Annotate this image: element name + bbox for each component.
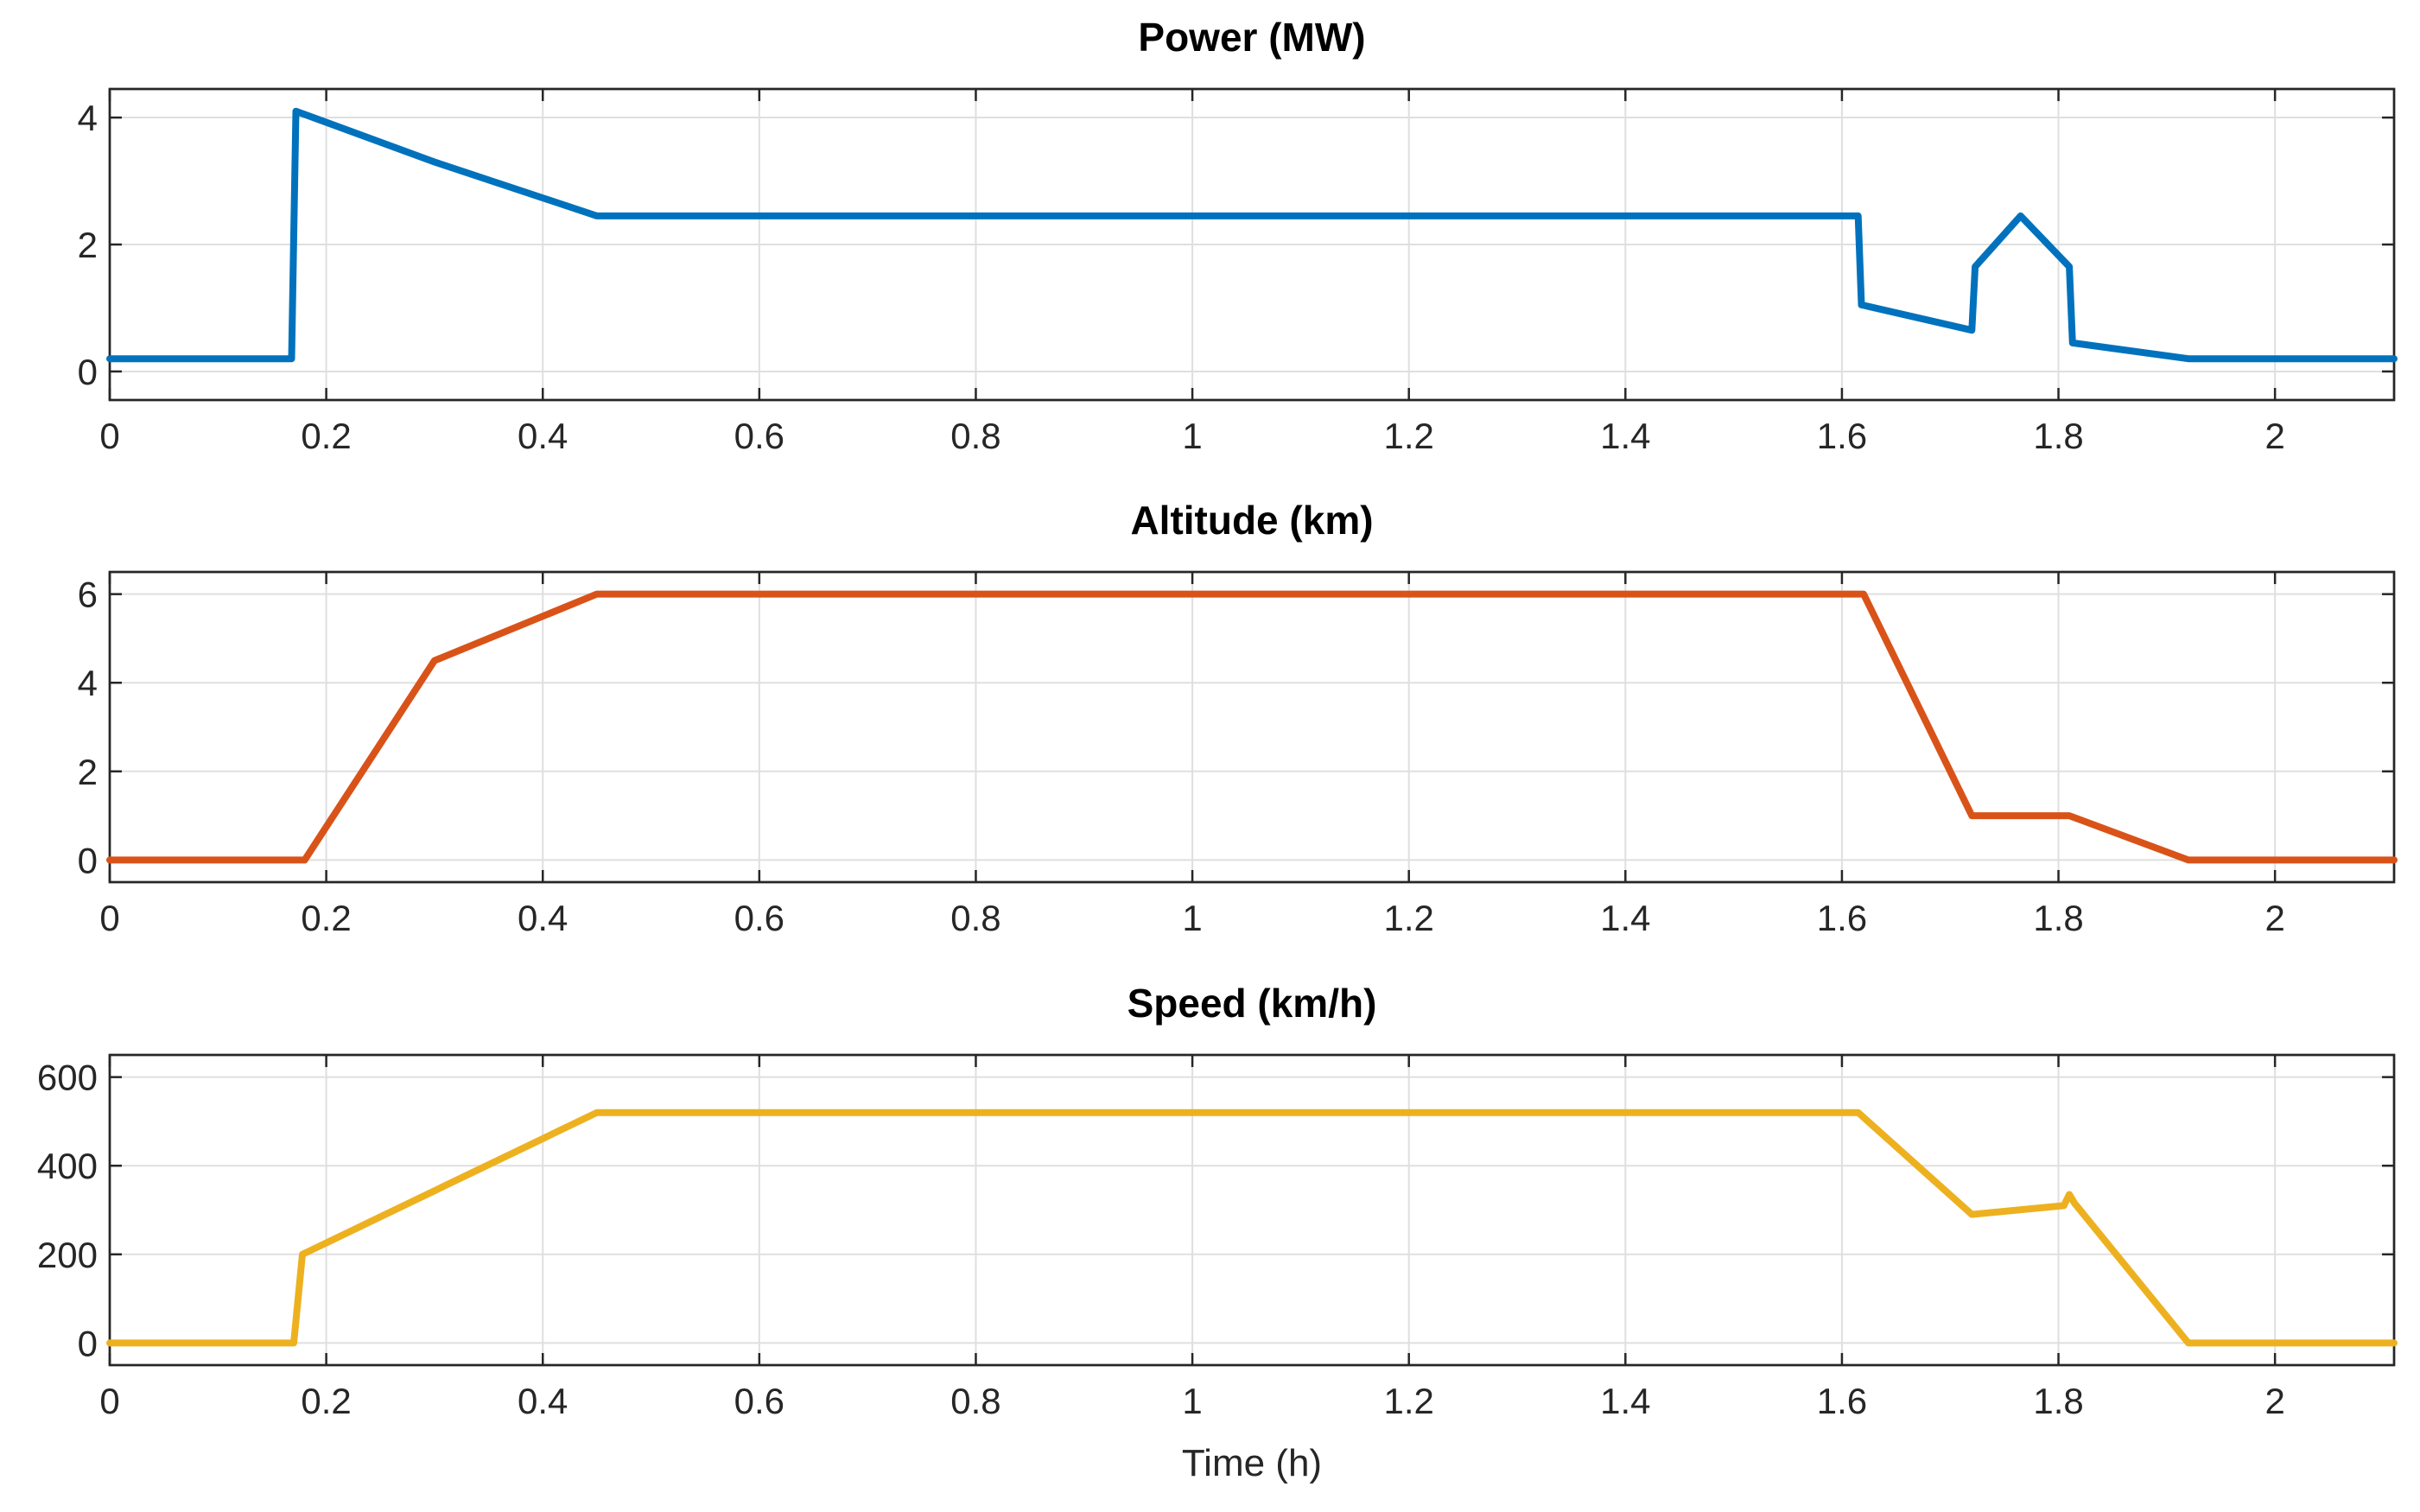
altitude-x-tick-label-0-2: 0.2 (301, 898, 351, 938)
speed-axes-border (108, 1053, 2396, 1367)
speed-y-tick-label-600: 600 (37, 1058, 98, 1098)
speed-series-line (106, 1109, 2398, 1347)
altitude-panel: 0 0.2 0.4 0.6 0.8 1 1.2 1.4 1.6 1.8 2 0 2 4 6 Altitude… (78, 498, 2398, 938)
power-y-tick-label-4: 4 (78, 98, 98, 138)
speed-y-tick-label-0: 0 (78, 1323, 98, 1363)
speed-panel: 0 0.2 0.4 0.6 0.8 1 1.2 1.4 1.6 1.8 2 0 200 400 600 Sp… (37, 981, 2398, 1484)
altitude-series (106, 590, 2398, 864)
altitude-y-tick-label-0: 0 (78, 840, 98, 880)
speed-x-tick-label-0-4: 0.4 (518, 1381, 568, 1421)
speed-x-tick-label-0-8: 0.8 (950, 1381, 1000, 1421)
altitude-ticks: 0 0.2 0.4 0.6 0.8 1 1.2 1.4 1.6 1.8 2 0 2 4 6 (78, 572, 2394, 938)
altitude-axes-border (108, 570, 2396, 884)
power-series-line (106, 107, 2398, 363)
power-x-tick-label-1-6: 1.6 (1817, 416, 1867, 456)
power-y-tick-label-0: 0 (78, 352, 98, 392)
altitude-x-tick-label-0-4: 0.4 (518, 898, 568, 938)
altitude-y-tick-label-4: 4 (78, 663, 98, 703)
speed-title: Speed (km/h) (1127, 981, 1377, 1026)
altitude-y-tick-label-2: 2 (78, 752, 98, 792)
power-x-tick-label-0-4: 0.4 (518, 416, 568, 456)
power-panel: 0 0.2 0.4 0.6 0.8 1 1.2 1.4 1.6 1.8 2 0 2 4 Power (MW… (78, 15, 2398, 456)
power-x-tick-label-1: 1 (1182, 416, 1202, 456)
altitude-x-tick-label-1-8: 1.8 (2033, 898, 2083, 938)
speed-x-tick-label-1: 1 (1182, 1381, 1202, 1421)
speed-y-tick-label-200: 200 (37, 1235, 98, 1275)
altitude-x-tick-label-1-4: 1.4 (1600, 898, 1650, 938)
speed-x-tick-label-2: 2 (2264, 1381, 2284, 1421)
power-x-tick-label-0: 0 (99, 416, 119, 456)
speed-x-tick-label-0-2: 0.2 (301, 1381, 351, 1421)
speed-grid (109, 1055, 2394, 1365)
speed-x-tick-label-1-4: 1.4 (1600, 1381, 1650, 1421)
altitude-y-tick-label-6: 6 (78, 575, 98, 615)
altitude-x-tick-label-1-2: 1.2 (1384, 898, 1434, 938)
power-x-tick-label-2: 2 (2264, 416, 2284, 456)
speed-x-tick-label-1-8: 1.8 (2033, 1381, 2083, 1421)
power-title: Power (MW) (1138, 15, 1365, 60)
power-x-tick-label-1-2: 1.2 (1384, 416, 1434, 456)
power-series (106, 107, 2398, 363)
speed-series (106, 1109, 2398, 1347)
altitude-x-tick-label-0-8: 0.8 (950, 898, 1000, 938)
power-x-tick-label-1-8: 1.8 (2033, 416, 2083, 456)
power-x-tick-label-0-6: 0.6 (734, 416, 784, 456)
power-axes-border (108, 87, 2396, 402)
speed-x-tick-label-1-2: 1.2 (1384, 1381, 1434, 1421)
speed-x-tick-label-0: 0 (99, 1381, 119, 1421)
power-x-tick-label-1-4: 1.4 (1600, 416, 1650, 456)
speed-y-tick-label-400: 400 (37, 1146, 98, 1186)
power-x-tick-label-0-8: 0.8 (950, 416, 1000, 456)
altitude-x-tick-label-1: 1 (1182, 898, 1202, 938)
speed-x-tick-label-1-6: 1.6 (1817, 1381, 1867, 1421)
altitude-x-tick-label-0-6: 0.6 (734, 898, 784, 938)
altitude-x-tick-label-0: 0 (99, 898, 119, 938)
altitude-x-tick-label-2: 2 (2264, 898, 2284, 938)
altitude-axes-frame (108, 570, 2396, 884)
speed-x-label: Time (h) (1182, 1442, 1322, 1484)
power-y-tick-label-2: 2 (78, 225, 98, 265)
power-x-tick-label-0-2: 0.2 (301, 416, 351, 456)
altitude-title: Altitude (km) (1130, 498, 1373, 543)
altitude-x-tick-label-1-6: 1.6 (1817, 898, 1867, 938)
speed-ticks: 0 0.2 0.4 0.6 0.8 1 1.2 1.4 1.6 1.8 2 0 200 400 600 (37, 1055, 2394, 1421)
power-grid (109, 89, 2394, 400)
speed-x-tick-label-0-6: 0.6 (734, 1381, 784, 1421)
altitude-series-line (106, 590, 2398, 864)
